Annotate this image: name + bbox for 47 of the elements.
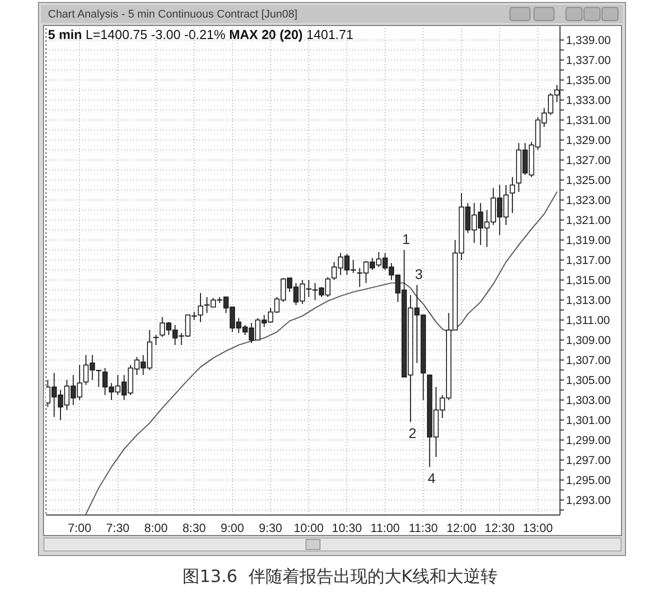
- caption: 图13.6 伴随着报告出现的大K线和大逆转: [182, 567, 498, 587]
- candlestick: [198, 292, 204, 322]
- y-tick-label: 1,313.00: [566, 295, 611, 307]
- y-tick-label: 1,329.00: [566, 135, 611, 147]
- x-tick-label: 10:30: [332, 521, 362, 535]
- y-tick-label: 1,321.00: [566, 215, 611, 227]
- y-tick-label: 1,295.00: [566, 475, 611, 487]
- chart-title: Chart Analysis - 5 min Continuous Contract [Jun08]: [48, 8, 298, 20]
- x-tick-label: 9:30: [258, 521, 283, 535]
- annotation: 4: [428, 470, 436, 486]
- x-tick-label: 10:00: [294, 521, 324, 535]
- chart-subtitle: 5 min L=1400.75 -3.00 -0.21% MAX 20 (20) 1401.71: [48, 27, 354, 42]
- y-tick-label: 1,339.00: [566, 35, 611, 47]
- y-tick-label: 1,309.00: [566, 335, 611, 347]
- y-tick-label: 1,315.00: [566, 275, 611, 287]
- y-tick-label: 1,299.00: [566, 435, 611, 447]
- x-tick-label: 13:00: [522, 521, 554, 535]
- annotation: 1: [402, 231, 410, 247]
- y-tick-label: 1,297.00: [566, 455, 611, 467]
- x-tick-label: 8:00: [144, 521, 168, 535]
- y-tick-label: 1,317.00: [566, 255, 611, 267]
- y-tick-label: 1,327.00: [566, 155, 611, 167]
- y-tick-label: 1,333.00: [566, 95, 611, 107]
- x-tick-label: 12:30: [484, 521, 516, 535]
- annotation: 3: [415, 266, 424, 282]
- x-tick-label: 8:30: [182, 521, 206, 535]
- y-tick-label: 1,319.00: [566, 235, 611, 247]
- x-tick-label: 7:30: [106, 521, 130, 535]
- candlestick: [510, 176, 516, 214]
- x-tick-label: 9:00: [220, 521, 244, 535]
- y-tick-label: 1,335.00: [566, 75, 611, 87]
- x-tick-label: 11:00: [370, 521, 400, 535]
- line-series: [85, 191, 558, 515]
- y-tick-label: 1,331.00: [566, 115, 611, 127]
- x-tick-label: 7:00: [68, 521, 92, 535]
- y-tick-label: 1,303.00: [566, 395, 611, 407]
- y-tick-label: 1,301.00: [566, 415, 611, 427]
- y-tick-label: 1,305.00: [566, 375, 611, 387]
- x-tick-label: 12:00: [446, 521, 477, 535]
- y-tick-label: 1,293.00: [566, 495, 611, 507]
- y-tick-label: 1,323.00: [566, 195, 611, 207]
- x-tick-label: 11:30: [408, 521, 438, 535]
- y-tick-label: 1,311.00: [566, 315, 610, 327]
- annotation: 2: [408, 425, 417, 441]
- y-tick-label: 1,307.00: [566, 355, 611, 367]
- y-tick-label: 1,325.00: [566, 175, 611, 187]
- y-tick-label: 1,337.00: [566, 55, 611, 67]
